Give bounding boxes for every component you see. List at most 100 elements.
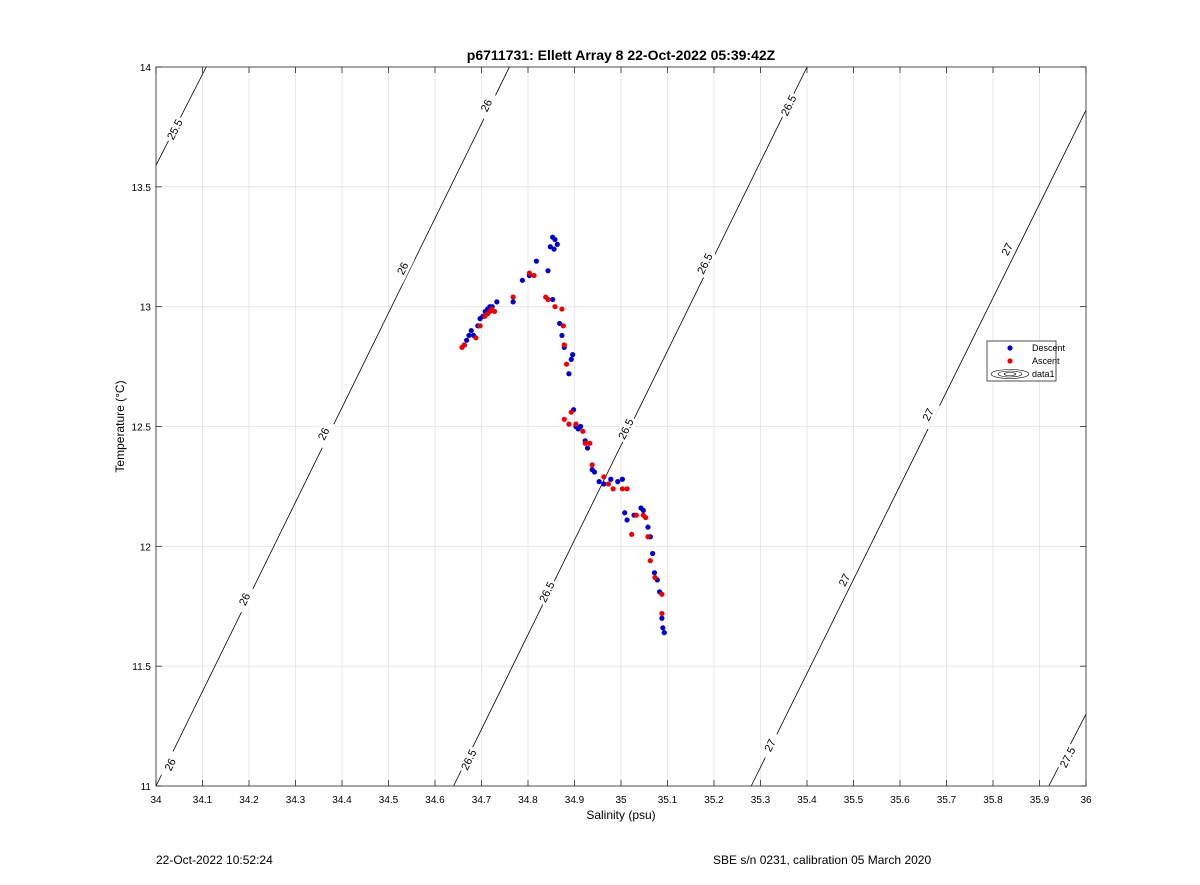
descent-point bbox=[601, 481, 607, 487]
descent-point bbox=[645, 524, 651, 530]
contour-label-bg bbox=[390, 253, 415, 284]
x-tick-label: 34.3 bbox=[286, 795, 306, 806]
chart-title: p6711731: Ellett Array 8 22-Oct-2022 05:… bbox=[467, 47, 776, 63]
legend-descent-marker bbox=[1007, 345, 1013, 351]
contour-label: 26 bbox=[316, 426, 332, 442]
ascent-point bbox=[633, 512, 639, 518]
contour-label-bg bbox=[832, 565, 857, 595]
y-tick-label: 13.5 bbox=[132, 183, 152, 194]
contour-label-bg bbox=[456, 744, 481, 775]
descent-point bbox=[622, 510, 628, 516]
ascent-point bbox=[587, 440, 593, 446]
x-tick-label: 34.5 bbox=[379, 795, 399, 806]
descent-point bbox=[464, 337, 470, 343]
contour-label-bg bbox=[776, 90, 801, 121]
ascent-point bbox=[659, 591, 665, 597]
legend-box bbox=[986, 340, 1057, 382]
x-tick-label: 35.6 bbox=[890, 795, 910, 806]
descent-point bbox=[552, 236, 558, 243]
contour-label-bg bbox=[757, 730, 782, 761]
y-tick-label: 11 bbox=[141, 782, 152, 793]
contour-label: 26 bbox=[479, 98, 495, 114]
descent-point bbox=[533, 258, 539, 264]
legend-descent-label: Descent bbox=[1032, 343, 1066, 353]
x-tick-label: 35.2 bbox=[704, 795, 724, 806]
y-tick-label: 12.5 bbox=[132, 423, 152, 434]
x-tick-label: 34.7 bbox=[472, 795, 492, 806]
ascent-point bbox=[491, 308, 498, 315]
axis-ticks: 34 34.1 34.2 34.3 34.4 34.5 34.6 34.7 34.8 34.9 35… bbox=[132, 63, 1092, 806]
descent-point bbox=[591, 469, 598, 475]
y-tick-label: 12 bbox=[140, 542, 152, 553]
legend[interactable]: Descent Ascent data1 bbox=[986, 340, 1066, 382]
ascent-point bbox=[645, 534, 651, 540]
descent-point bbox=[650, 550, 656, 557]
x-tick-label: 35.7 bbox=[937, 795, 957, 806]
descent-point bbox=[557, 320, 563, 327]
contour-label: 27 bbox=[1000, 241, 1016, 257]
x-tick-label: 34 bbox=[150, 795, 162, 806]
legend-contour-icon bbox=[990, 369, 1030, 379]
ascent-point bbox=[473, 335, 479, 341]
descent-point bbox=[510, 299, 516, 305]
contour-label-bg bbox=[1055, 742, 1080, 773]
y-axis-label: Temperature (°C) bbox=[113, 380, 127, 472]
descent-point bbox=[468, 328, 474, 334]
ascent-point bbox=[605, 481, 612, 487]
y-tick-label: 11.5 bbox=[132, 662, 151, 673]
x-tick-label: 34.6 bbox=[425, 795, 445, 806]
x-tick-label: 35.5 bbox=[844, 795, 864, 806]
series-descent bbox=[461, 234, 667, 636]
ascent-point bbox=[545, 296, 551, 303]
descent-point bbox=[559, 332, 565, 339]
contour-label: 27 bbox=[837, 572, 853, 588]
contour-label-bg bbox=[915, 399, 940, 430]
descent-point bbox=[619, 476, 625, 482]
ascent-point bbox=[561, 342, 567, 348]
descent-point bbox=[660, 625, 666, 631]
ascent-point bbox=[526, 270, 532, 276]
descent-point bbox=[651, 570, 658, 576]
descent-point bbox=[615, 479, 621, 485]
contour-label-bg bbox=[311, 418, 336, 449]
contour-label-bg bbox=[692, 248, 717, 279]
descent-point bbox=[519, 277, 526, 283]
x-tick-label: 34.9 bbox=[565, 795, 585, 806]
x-tick-label: 35.1 bbox=[658, 795, 678, 806]
contour-label-bg bbox=[162, 114, 187, 145]
ascent-point bbox=[643, 514, 649, 521]
footer-calibration: SBE s/n 0231, calibration 05 March 2020 bbox=[713, 853, 932, 867]
contour-line bbox=[155, 66, 207, 166]
ascent-point bbox=[652, 574, 658, 581]
contour-label-bg bbox=[994, 234, 1019, 264]
ascent-point bbox=[561, 416, 567, 422]
x-tick-label: 35 bbox=[615, 795, 627, 806]
ascent-point bbox=[610, 486, 616, 492]
ascent-point bbox=[531, 272, 537, 279]
descent-point bbox=[584, 445, 591, 451]
ascent-point bbox=[552, 304, 558, 310]
descent-point bbox=[570, 352, 576, 358]
x-tick-label: 34.1 bbox=[193, 795, 213, 806]
x-tick-label: 35.9 bbox=[1030, 795, 1050, 806]
legend-ascent-marker bbox=[1007, 358, 1013, 364]
descent-point bbox=[640, 507, 646, 513]
descent-point bbox=[494, 299, 500, 305]
descent-point bbox=[547, 244, 553, 250]
descent-point bbox=[566, 371, 572, 377]
x-tick-label: 34.8 bbox=[518, 795, 538, 806]
isopycnal-contours: 25.5262626262626.526.526.526.526.5272727… bbox=[155, 66, 1087, 787]
descent-point bbox=[577, 423, 584, 430]
ascent-point bbox=[477, 323, 483, 329]
x-tick-label: 34.4 bbox=[332, 795, 352, 806]
descent-point bbox=[659, 615, 665, 621]
x-tick-label: 34.2 bbox=[239, 795, 259, 806]
descent-point bbox=[466, 332, 472, 339]
ascent-point bbox=[560, 323, 566, 329]
contour-line bbox=[750, 109, 1087, 787]
footer-timestamp: 22-Oct-2022 10:52:24 bbox=[156, 853, 273, 867]
descent-point bbox=[596, 479, 602, 485]
ascent-point bbox=[647, 558, 653, 564]
ascent-point bbox=[659, 610, 665, 617]
